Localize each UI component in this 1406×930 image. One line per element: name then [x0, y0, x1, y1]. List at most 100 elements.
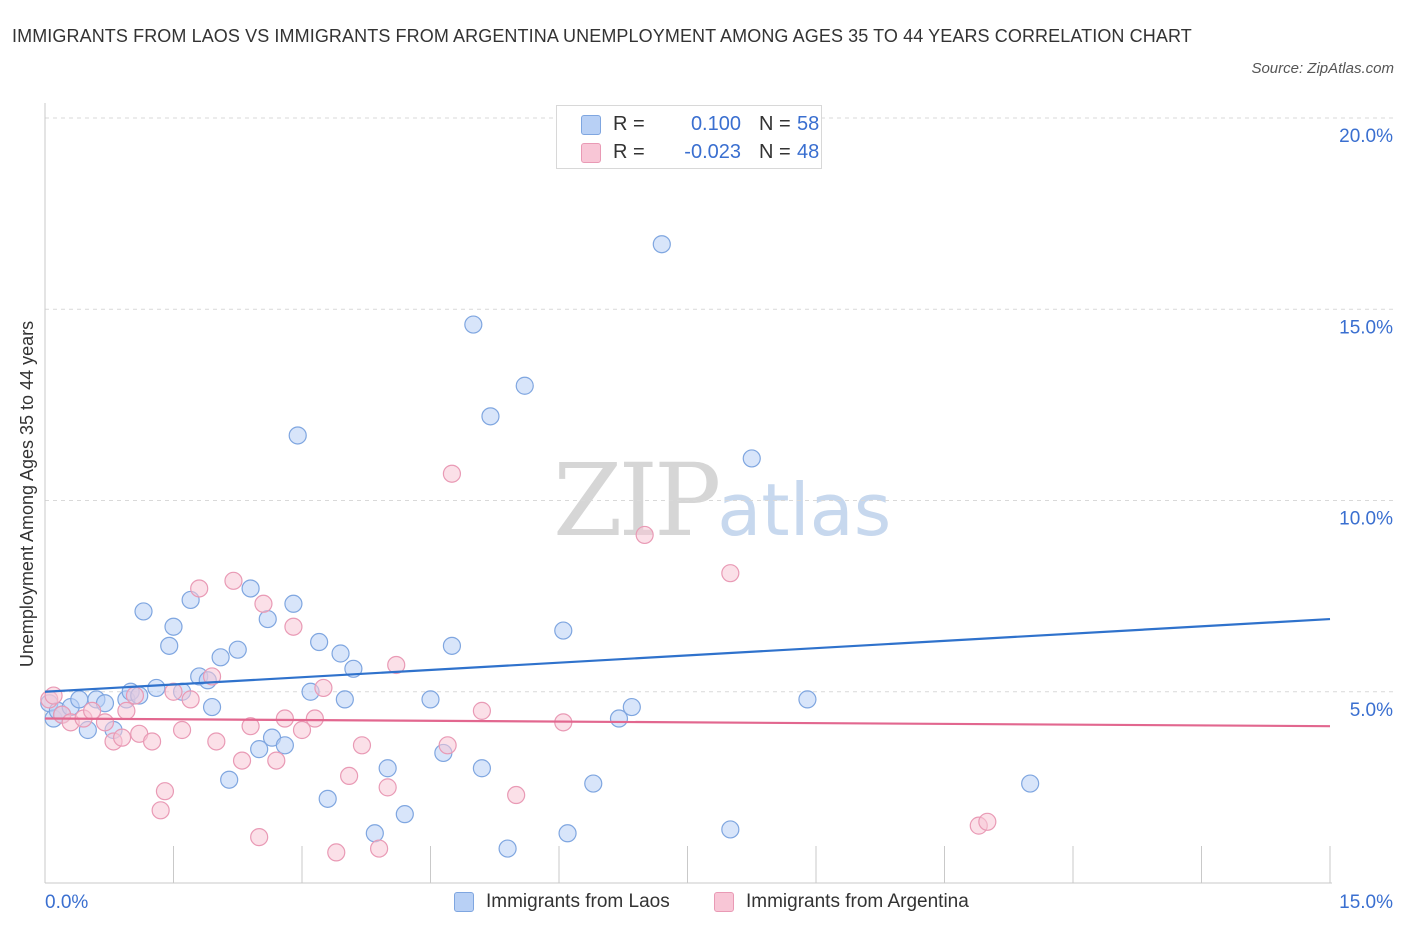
- y-tick-label: 5.0%: [1350, 700, 1393, 721]
- laos-point: [1021, 774, 1040, 793]
- argentina-point: [370, 839, 389, 858]
- x-tick-label: 0.0%: [45, 892, 88, 913]
- argentina-point: [190, 579, 209, 598]
- points-layer: [40, 235, 1040, 862]
- laos-point: [160, 636, 179, 655]
- argentina-point: [978, 812, 997, 831]
- laos-point: [164, 617, 183, 636]
- labels-layer: 5.0% 10.0% 15.0% 20.0% 0.0% 15.0% Unemployment…: [17, 126, 1393, 913]
- argentina-n-value: 48: [797, 141, 820, 163]
- laos-point: [275, 736, 294, 755]
- laos-point: [652, 235, 671, 254]
- laos-point: [241, 579, 260, 598]
- laos-point: [481, 407, 500, 426]
- argentina-point: [305, 709, 324, 728]
- x-tick-label: 15.0%: [1339, 892, 1393, 913]
- argentina-point: [275, 709, 294, 728]
- y-tick-label: 10.0%: [1339, 509, 1393, 530]
- argentina-point: [112, 728, 132, 747]
- laos-point: [472, 759, 491, 778]
- laos-legend-label: Immigrants from Laos: [486, 891, 670, 912]
- laos-point: [258, 609, 277, 629]
- laos-point: [310, 632, 329, 652]
- laos-point: [147, 678, 166, 698]
- argentina-point: [387, 655, 406, 675]
- laos-point: [202, 697, 222, 717]
- argentina-r-value: -0.023: [684, 141, 741, 163]
- argentina-point: [267, 751, 286, 770]
- argentina-point: [314, 678, 333, 698]
- correlation-legend: R = 0.100 N = 58 R = -0.023 N = 48: [556, 105, 822, 169]
- argentina-trend-line: [44, 717, 1331, 728]
- laos-point: [331, 644, 350, 663]
- laos-point: [442, 636, 462, 655]
- watermark-atlas: atlas: [717, 468, 892, 552]
- argentina-point: [721, 564, 740, 583]
- grid-layer: [45, 117, 1394, 693]
- argentina-point: [181, 690, 200, 709]
- laos-point: [211, 648, 230, 667]
- y-tick-label: 15.0%: [1339, 317, 1393, 338]
- argentina-point: [438, 736, 457, 755]
- argentina-point: [155, 782, 175, 801]
- argentina-point: [172, 720, 192, 740]
- series-legend: Immigrants from Laos Immigrants from Arg…: [0, 888, 1406, 916]
- laos-point: [721, 820, 740, 839]
- argentina-point: [224, 571, 243, 590]
- y-tick-label: 20.0%: [1339, 126, 1393, 147]
- laos-point: [318, 789, 337, 808]
- laos-swatch: [581, 115, 601, 135]
- y-axis-title: Unemployment Among Ages 35 to 44 years: [17, 321, 37, 667]
- laos-point: [220, 770, 239, 789]
- laos-point: [228, 640, 247, 659]
- argentina-legend-swatch: [714, 892, 734, 912]
- argentina-point: [207, 732, 226, 751]
- laos-point: [288, 426, 307, 445]
- argentina-n-label: N =: [759, 141, 791, 163]
- argentina-point: [472, 701, 491, 720]
- argentina-point: [340, 766, 359, 786]
- argentina-point: [202, 667, 222, 686]
- laos-point: [335, 690, 354, 709]
- argentina-point: [254, 594, 273, 613]
- argentina-point: [352, 736, 372, 755]
- laos-point: [742, 449, 761, 468]
- laos-point: [622, 697, 641, 717]
- argentina-point: [151, 801, 170, 820]
- laos-point: [395, 805, 414, 824]
- laos-point: [584, 774, 603, 793]
- laos-trend-line: [44, 617, 1331, 693]
- argentina-swatch: [581, 143, 601, 163]
- laos-point: [134, 602, 153, 621]
- laos-n-label: N =: [759, 113, 791, 135]
- argentina-point: [232, 751, 252, 770]
- laos-point: [515, 376, 534, 395]
- argentina-point: [442, 464, 462, 483]
- laos-point: [284, 594, 303, 613]
- laos-r-label: R =: [613, 113, 645, 135]
- argentina-point: [241, 717, 260, 736]
- laos-point: [464, 315, 483, 334]
- laos-point: [558, 824, 577, 843]
- argentina-point: [250, 827, 269, 847]
- argentina-point: [635, 525, 654, 545]
- laos-point: [798, 690, 817, 709]
- laos-point: [378, 759, 397, 778]
- chart-title: IMMIGRANTS FROM LAOS VS IMMIGRANTS FROM …: [12, 26, 1192, 46]
- argentina-point: [117, 701, 136, 720]
- laos-legend-swatch: [454, 892, 474, 912]
- laos-point: [250, 740, 269, 759]
- laos-point: [554, 621, 573, 640]
- argentina-point: [44, 686, 63, 705]
- laos-n-value: 58: [797, 113, 820, 135]
- argentina-point: [164, 682, 183, 701]
- argentina-point: [292, 720, 312, 740]
- argentina-point: [125, 686, 145, 705]
- trend-layer: [44, 617, 1331, 728]
- argentina-point: [284, 617, 303, 636]
- laos-point: [365, 824, 384, 843]
- argentina-point: [378, 778, 397, 797]
- argentina-point: [95, 713, 115, 732]
- laos-point: [498, 839, 517, 858]
- axes-layer: [44, 103, 1332, 884]
